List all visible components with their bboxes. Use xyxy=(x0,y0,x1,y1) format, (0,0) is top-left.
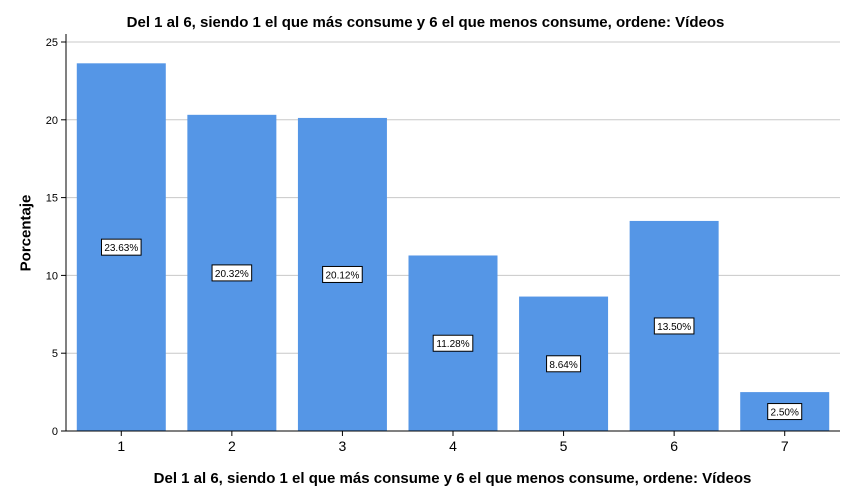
x-tick-label: 4 xyxy=(449,438,457,454)
data-label: 8.64% xyxy=(549,360,577,371)
y-tick-label: 0 xyxy=(52,426,58,438)
chart-title: Del 1 al 6, siendo 1 el que más consume … xyxy=(126,14,725,31)
y-tick-label: 20 xyxy=(46,115,58,127)
data-label-box xyxy=(432,334,474,352)
x-tick-label: 2 xyxy=(228,438,236,454)
data-labels: 23.63% 20.32% 20.12% 11.28% 8.64% 13.50% 2.50% xyxy=(100,238,803,421)
data-label-box xyxy=(322,265,363,283)
axes: 0 5 10 15 20 25 1 2 3 4 5 6 7 xyxy=(46,34,840,454)
y-tick-label: 15 xyxy=(46,193,58,205)
data-label: 13.50% xyxy=(657,322,691,333)
data-label: 20.12% xyxy=(325,270,359,281)
y-tick-label: 10 xyxy=(46,270,58,282)
data-label-box xyxy=(653,317,695,335)
x-tick-label: 5 xyxy=(560,438,568,454)
y-tick-label: 25 xyxy=(46,37,58,49)
data-label: 2.50% xyxy=(771,408,799,419)
data-label: 11.28% xyxy=(436,339,469,350)
data-label-box xyxy=(211,264,253,282)
y-tick-label: 5 xyxy=(52,348,58,360)
data-label-box xyxy=(100,238,142,256)
data-label: 23.63% xyxy=(104,243,138,254)
x-axis-title: Del 1 al 6, siendo 1 el que más consume … xyxy=(153,470,752,487)
data-label: 20.32% xyxy=(215,269,249,280)
x-tick-label: 7 xyxy=(781,438,789,454)
bars xyxy=(76,63,830,431)
data-label-box xyxy=(767,403,803,421)
x-tick-label: 6 xyxy=(670,438,678,454)
data-label-box xyxy=(546,355,582,373)
x-tick-label: 3 xyxy=(339,438,347,454)
x-tick-label: 1 xyxy=(117,438,125,454)
